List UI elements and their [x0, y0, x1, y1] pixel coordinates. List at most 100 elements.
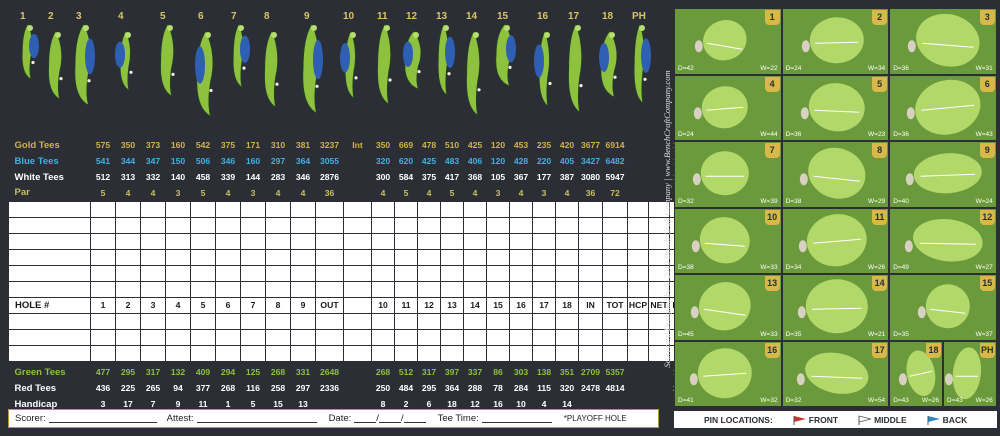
score-entry-cell[interactable] — [532, 248, 556, 266]
score-entry-cell[interactable] — [265, 344, 291, 362]
score-entry-cell[interactable] — [140, 328, 166, 346]
score-entry-cell[interactable] — [240, 216, 266, 234]
score-entry-cell[interactable] — [165, 216, 191, 234]
score-entry-cell[interactable] — [486, 312, 510, 330]
score-entry-cell[interactable] — [648, 216, 670, 234]
score-entry-cell[interactable] — [190, 312, 216, 330]
player-score-row[interactable] — [8, 200, 691, 218]
score-entry-cell[interactable] — [190, 232, 216, 250]
score-entry-cell[interactable] — [509, 264, 533, 282]
score-entry-cell[interactable] — [115, 248, 141, 266]
score-entry-cell[interactable] — [463, 280, 487, 298]
score-entry-cell[interactable] — [417, 344, 441, 362]
score-entry-cell[interactable] — [627, 280, 649, 298]
score-entry-cell[interactable] — [240, 248, 266, 266]
score-entry-cell[interactable] — [394, 232, 418, 250]
score-entry-cell[interactable] — [627, 264, 649, 282]
score-entry-cell[interactable] — [486, 344, 510, 362]
score-entry-cell[interactable] — [343, 344, 372, 362]
score-entry-cell[interactable] — [240, 328, 266, 346]
score-entry-cell[interactable] — [394, 344, 418, 362]
score-entry-cell[interactable] — [140, 264, 166, 282]
score-entry-cell[interactable] — [627, 344, 649, 362]
score-entry-cell[interactable] — [532, 312, 556, 330]
player-score-row[interactable] — [8, 312, 691, 330]
score-entry-cell[interactable] — [371, 248, 395, 266]
score-entry-cell[interactable] — [648, 312, 670, 330]
score-entry-cell[interactable] — [315, 232, 344, 250]
score-entry-cell[interactable] — [90, 264, 116, 282]
score-entry-cell[interactable] — [578, 264, 603, 282]
score-entry-cell[interactable] — [90, 312, 116, 330]
score-entry-cell[interactable] — [532, 328, 556, 346]
score-entry-cell[interactable] — [8, 248, 91, 266]
score-entry-cell[interactable] — [343, 264, 372, 282]
score-entry-cell[interactable] — [463, 216, 487, 234]
score-entry-cell[interactable] — [140, 216, 166, 234]
score-entry-cell[interactable] — [8, 216, 91, 234]
score-entry-cell[interactable] — [532, 344, 556, 362]
score-entry-cell[interactable] — [440, 328, 464, 346]
player-score-row[interactable] — [8, 216, 691, 234]
score-entry-cell[interactable] — [509, 328, 533, 346]
score-entry-cell[interactable] — [215, 328, 241, 346]
date-field-month[interactable] — [354, 414, 377, 423]
score-entry-cell[interactable] — [555, 232, 579, 250]
score-entry-cell[interactable] — [215, 232, 241, 250]
score-entry-cell[interactable] — [555, 280, 579, 298]
score-entry-cell[interactable] — [240, 232, 266, 250]
score-entry-cell[interactable] — [240, 264, 266, 282]
score-entry-cell[interactable] — [440, 280, 464, 298]
score-entry-cell[interactable] — [371, 232, 395, 250]
score-entry-cell[interactable] — [532, 200, 556, 218]
score-entry-cell[interactable] — [648, 280, 670, 298]
player-score-row[interactable] — [8, 280, 691, 298]
score-entry-cell[interactable] — [578, 232, 603, 250]
score-entry-cell[interactable] — [165, 232, 191, 250]
score-entry-cell[interactable] — [90, 248, 116, 266]
score-entry-cell[interactable] — [343, 280, 372, 298]
score-entry-cell[interactable] — [440, 344, 464, 362]
score-entry-cell[interactable] — [417, 328, 441, 346]
score-entry-cell[interactable] — [463, 312, 487, 330]
score-entry-cell[interactable] — [371, 216, 395, 234]
score-entry-cell[interactable] — [394, 312, 418, 330]
score-entry-cell[interactable] — [115, 344, 141, 362]
score-entry-cell[interactable] — [8, 280, 91, 298]
score-entry-cell[interactable] — [602, 248, 628, 266]
score-entry-cell[interactable] — [648, 328, 670, 346]
score-entry-cell[interactable] — [555, 312, 579, 330]
score-entry-cell[interactable] — [440, 216, 464, 234]
score-entry-cell[interactable] — [315, 264, 344, 282]
score-entry-cell[interactable] — [509, 216, 533, 234]
score-entry-cell[interactable] — [578, 248, 603, 266]
score-entry-cell[interactable] — [8, 344, 91, 362]
score-entry-cell[interactable] — [627, 312, 649, 330]
score-entry-cell[interactable] — [463, 200, 487, 218]
score-entry-cell[interactable] — [343, 232, 372, 250]
score-entry-cell[interactable] — [215, 280, 241, 298]
score-entry-cell[interactable] — [440, 200, 464, 218]
score-entry-cell[interactable] — [140, 344, 166, 362]
score-entry-cell[interactable] — [417, 232, 441, 250]
player-score-row[interactable] — [8, 328, 691, 346]
score-entry-cell[interactable] — [463, 264, 487, 282]
scorer-field[interactable] — [48, 414, 157, 423]
score-entry-cell[interactable] — [115, 216, 141, 234]
player-score-row[interactable] — [8, 344, 691, 362]
score-entry-cell[interactable] — [315, 216, 344, 234]
score-entry-cell[interactable] — [165, 200, 191, 218]
score-entry-cell[interactable] — [486, 280, 510, 298]
score-entry-cell[interactable] — [215, 216, 241, 234]
score-entry-cell[interactable] — [315, 280, 344, 298]
score-entry-cell[interactable] — [486, 232, 510, 250]
score-entry-cell[interactable] — [190, 264, 216, 282]
score-entry-cell[interactable] — [532, 216, 556, 234]
score-entry-cell[interactable] — [140, 232, 166, 250]
score-entry-cell[interactable] — [602, 264, 628, 282]
score-entry-cell[interactable] — [215, 248, 241, 266]
score-entry-cell[interactable] — [486, 248, 510, 266]
score-entry-cell[interactable] — [215, 312, 241, 330]
score-entry-cell[interactable] — [371, 344, 395, 362]
score-entry-cell[interactable] — [394, 200, 418, 218]
